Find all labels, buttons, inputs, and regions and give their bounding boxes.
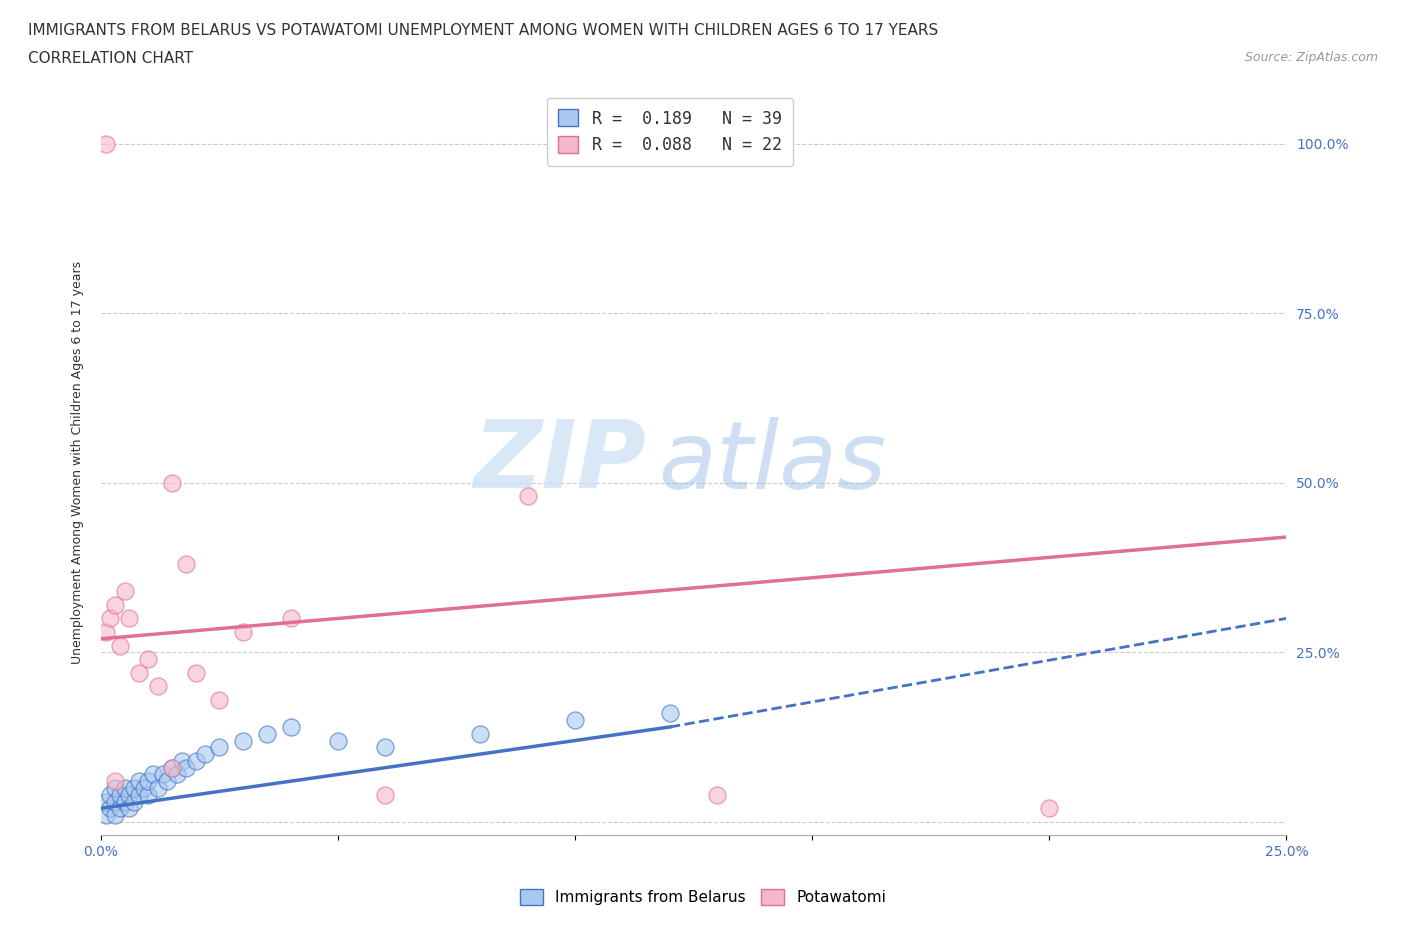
Point (100, 788, 122, 803)
Point (142, 767, 165, 782)
Point (174, 760, 197, 775)
Point (232, 733, 254, 748)
Point (564, 712, 586, 727)
Point (170, 753, 193, 768)
Point (132, 780, 155, 795)
Point (114, 780, 136, 795)
Point (160, 475, 183, 490)
Point (108, 801, 131, 816)
Point (152, 767, 174, 782)
Point (104, 794, 127, 809)
Point (118, 611, 141, 626)
Point (104, 807, 127, 822)
Point (118, 788, 141, 803)
Point (146, 679, 169, 694)
Point (136, 774, 159, 789)
Point (114, 584, 136, 599)
Point (114, 794, 136, 809)
Point (136, 652, 159, 667)
Text: IMMIGRANTS FROM BELARUS VS POTAWATOMI UNEMPLOYMENT AMONG WOMEN WITH CHILDREN AGE: IMMIGRANTS FROM BELARUS VS POTAWATOMI UN… (28, 23, 938, 38)
Point (94, 794, 117, 809)
Point (94, 807, 117, 822)
Point (232, 625, 254, 640)
Point (184, 753, 207, 768)
Point (208, 693, 231, 708)
Text: Source: ZipAtlas.com: Source: ZipAtlas.com (1244, 51, 1378, 64)
Y-axis label: Unemployment Among Women with Children Ages 6 to 17 years: Unemployment Among Women with Children A… (72, 261, 84, 664)
Point (1038, 801, 1060, 816)
Point (100, 801, 122, 816)
Point (659, 706, 682, 721)
Point (118, 801, 141, 816)
Point (136, 788, 159, 803)
Point (326, 733, 349, 748)
Point (280, 720, 302, 735)
Legend: Immigrants from Belarus, Potawatomi: Immigrants from Belarus, Potawatomi (512, 882, 894, 913)
Point (194, 747, 217, 762)
Point (160, 760, 183, 775)
Point (174, 557, 197, 572)
Text: ZIP: ZIP (474, 417, 647, 509)
Point (94, 136, 117, 151)
Point (374, 740, 396, 755)
Point (104, 597, 127, 612)
Point (128, 774, 150, 789)
Point (156, 774, 179, 789)
Point (108, 638, 131, 653)
Legend: R =  0.189   N = 39, R =  0.088   N = 22: R = 0.189 N = 39, R = 0.088 N = 22 (547, 98, 793, 166)
Point (160, 760, 183, 775)
Point (280, 611, 302, 626)
Point (128, 665, 150, 680)
Point (166, 767, 188, 782)
Point (706, 788, 728, 803)
Point (184, 665, 207, 680)
Point (94, 625, 117, 640)
Point (516, 489, 538, 504)
Point (100, 611, 122, 626)
Point (104, 774, 127, 789)
Point (122, 794, 145, 809)
Point (470, 726, 492, 741)
Point (146, 780, 169, 795)
Point (208, 740, 231, 755)
Point (128, 788, 150, 803)
Text: atlas: atlas (658, 417, 886, 508)
Point (104, 780, 127, 795)
Point (108, 788, 131, 803)
Text: CORRELATION CHART: CORRELATION CHART (28, 51, 193, 66)
Point (374, 788, 396, 803)
Point (256, 726, 278, 741)
Point (122, 780, 145, 795)
